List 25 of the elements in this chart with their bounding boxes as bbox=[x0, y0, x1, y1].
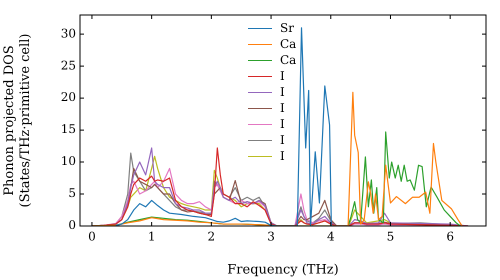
legend-label: I bbox=[280, 116, 285, 132]
y-tick-label: 10 bbox=[60, 154, 76, 168]
x-axis-title: Frequency (THz) bbox=[227, 262, 339, 278]
x-tick-label: 0 bbox=[88, 229, 96, 244]
y-tick-label: 5 bbox=[68, 186, 76, 200]
y-tick-label: 20 bbox=[60, 90, 76, 104]
legend-label: Ca bbox=[280, 52, 296, 68]
x-tick-label: 6 bbox=[446, 229, 454, 244]
x-tick-label: 4 bbox=[326, 229, 335, 244]
legend-label: I bbox=[280, 68, 285, 84]
y-tick-label: 0 bbox=[68, 218, 76, 232]
y-tick-label: 15 bbox=[60, 122, 76, 136]
legend-label: Ca bbox=[280, 36, 296, 52]
y-tick-label: 30 bbox=[60, 26, 76, 40]
legend-label: I bbox=[280, 84, 285, 100]
legend-label: I bbox=[280, 148, 285, 164]
x-tick-label: 2 bbox=[208, 229, 216, 244]
x-tick-label: 3 bbox=[267, 229, 275, 244]
x-tick-label: 5 bbox=[386, 229, 394, 244]
x-tick-label: 1 bbox=[148, 229, 156, 244]
y-axis-title: Phonon projected DOS (States/THz·primitive cell) bbox=[2, 33, 33, 208]
legend-label: I bbox=[280, 132, 285, 148]
y-tick-label: 25 bbox=[60, 58, 76, 72]
legend-label: Sr bbox=[280, 20, 294, 36]
legend-label: I bbox=[280, 100, 285, 116]
